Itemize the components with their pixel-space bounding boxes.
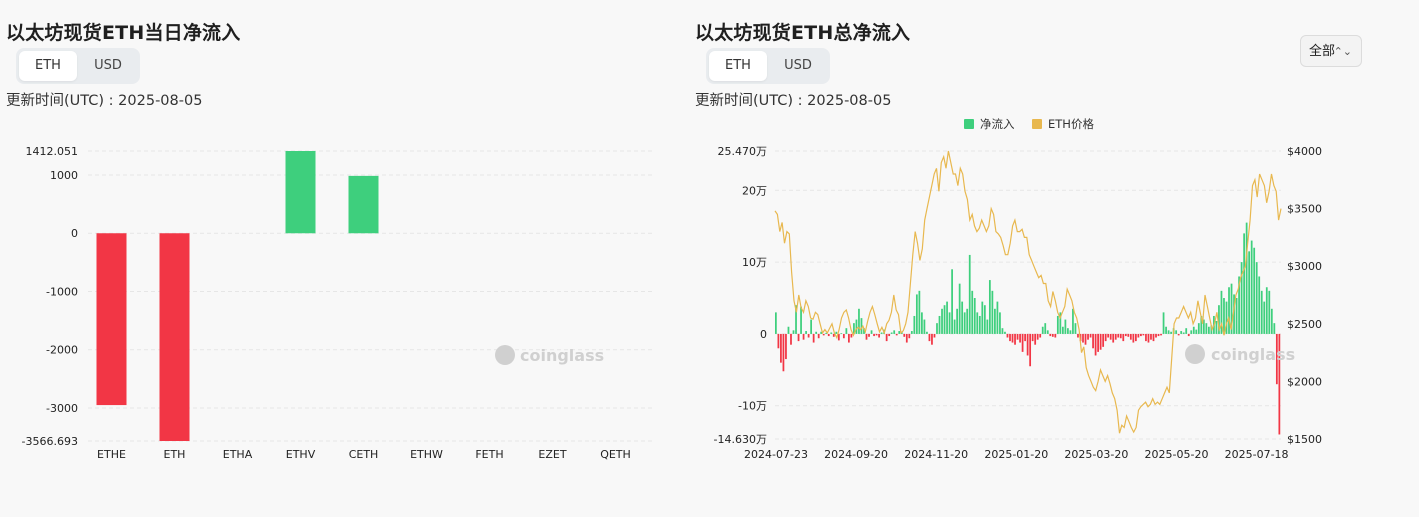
toggle-eth-button[interactable]: ETH: [19, 51, 77, 81]
bar-ceth[interactable]: [348, 175, 379, 234]
bar-ethv[interactable]: [285, 151, 316, 234]
legend-swatch-yellow: [1032, 119, 1042, 129]
legend-label: ETH价格: [1048, 117, 1094, 131]
x-tick-label: EZET: [538, 448, 566, 461]
bar-eth[interactable]: [159, 233, 190, 441]
y-tick-label: 0: [71, 227, 78, 240]
legend-label: 净流入: [980, 117, 1015, 131]
chevron-updown-icon: ⌃⌄: [1333, 45, 1352, 58]
legend-swatch-green: [964, 119, 974, 129]
toggle-usd-button[interactable]: USD: [784, 58, 812, 73]
toggle-usd-button[interactable]: USD: [94, 58, 122, 73]
legend-netflow[interactable]: 净流入: [964, 116, 1015, 132]
x-tick-label: QETH: [600, 448, 631, 461]
x-tick-label: ETHV: [286, 448, 316, 461]
x-tick-label: CETH: [349, 448, 379, 461]
unit-toggle: ETH USD: [706, 48, 830, 84]
watermark-logo: coinglass: [495, 345, 604, 365]
toggle-eth-button[interactable]: ETH: [709, 51, 767, 81]
y-tick-label: -2000: [46, 344, 78, 357]
watermark-text: coinglass: [520, 346, 604, 365]
page-title: 以太坊现货ETH总净流入: [695, 22, 911, 44]
y-tick-label: 1412.051: [26, 145, 79, 158]
left-panel: 以太坊现货ETH当日净流入 ETH USD 更新时间(UTC) : 2025-0…: [0, 0, 690, 517]
page-title: 以太坊现货ETH当日净流入: [6, 22, 241, 44]
y-tick-label: -3566.693: [22, 435, 78, 448]
legend-price[interactable]: ETH价格: [1032, 116, 1094, 132]
right-panel: 以太坊现货ETH总净流入 ETH USD 更新时间(UTC) : 2025-08…: [690, 0, 1419, 517]
x-tick-label: ETHA: [223, 448, 253, 461]
unit-toggle: ETH USD: [16, 48, 140, 84]
daily-netflow-chart: 1412.051 1000 0 -1000 -2000 -3000 -3566.693 ET…: [22, 145, 655, 461]
update-time: 更新时间(UTC) : 2025-08-05: [6, 93, 203, 109]
x-tick-label: FETH: [475, 448, 503, 461]
x-tick-label: ETH: [164, 448, 186, 461]
x-tick-label: ETHW: [410, 448, 443, 461]
update-time: 更新时间(UTC) : 2025-08-05: [695, 93, 892, 109]
x-tick-label: ETHE: [97, 448, 126, 461]
y-tick-label: -1000: [46, 285, 78, 298]
y-tick-label: -3000: [46, 402, 78, 415]
range-dropdown[interactable]: 全部 ⌃⌄: [1300, 35, 1362, 67]
bar-ethe[interactable]: [96, 233, 127, 406]
y-tick-label: 1000: [50, 169, 78, 182]
range-dropdown-value: 全部: [1309, 44, 1336, 59]
